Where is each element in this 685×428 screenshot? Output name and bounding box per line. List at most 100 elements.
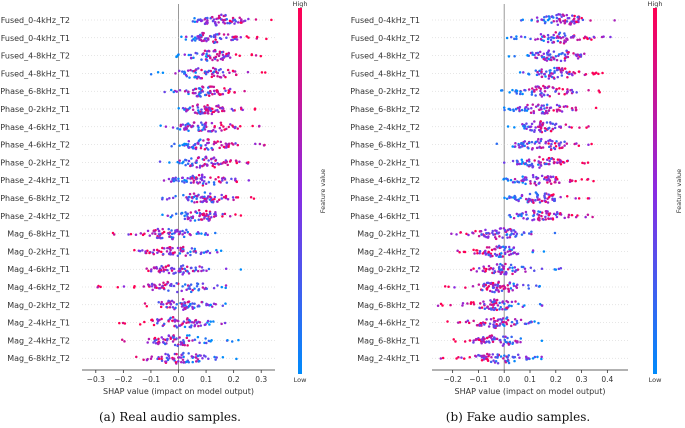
shap-point bbox=[492, 298, 496, 301]
shap-point bbox=[187, 217, 190, 220]
shap-point bbox=[540, 104, 544, 107]
shap-point bbox=[530, 129, 534, 132]
shap-point bbox=[586, 197, 590, 200]
shap-point bbox=[195, 165, 199, 169]
shap-point bbox=[183, 181, 186, 184]
shap-point bbox=[559, 70, 563, 73]
shap-point bbox=[571, 90, 575, 94]
shap-point bbox=[504, 335, 507, 338]
shap-point bbox=[520, 214, 523, 218]
shap-point bbox=[185, 265, 189, 268]
shap-point bbox=[162, 247, 166, 250]
shap-point bbox=[484, 249, 487, 253]
shap-point bbox=[191, 104, 195, 108]
shap-point bbox=[554, 31, 557, 34]
shap-point bbox=[208, 198, 212, 201]
shap-point bbox=[489, 318, 493, 321]
shap-point bbox=[225, 36, 228, 40]
shap-point bbox=[587, 88, 590, 92]
shap-point bbox=[173, 230, 177, 234]
shap-point bbox=[538, 166, 541, 169]
shap-point bbox=[527, 357, 530, 360]
shap-point bbox=[575, 20, 578, 24]
shap-point bbox=[200, 19, 204, 22]
shap-point bbox=[189, 53, 193, 57]
shap-point bbox=[534, 85, 538, 88]
shap-point bbox=[553, 197, 557, 201]
shap-point bbox=[547, 156, 551, 160]
shap-point bbox=[490, 338, 494, 341]
shap-point bbox=[225, 160, 229, 163]
shap-point bbox=[487, 264, 491, 268]
shap-point bbox=[551, 122, 555, 125]
shap-point bbox=[226, 68, 230, 72]
shap-point bbox=[555, 16, 559, 20]
shap-point bbox=[148, 234, 151, 237]
shap-point bbox=[538, 218, 541, 222]
shap-point bbox=[164, 125, 168, 128]
shap-point bbox=[453, 286, 456, 289]
shap-point bbox=[513, 270, 517, 273]
shap-point bbox=[506, 236, 509, 239]
shap-point bbox=[209, 109, 213, 113]
shap-point bbox=[178, 336, 181, 339]
shap-point bbox=[171, 246, 174, 250]
shap-point bbox=[554, 213, 558, 217]
shap-point bbox=[530, 162, 534, 166]
shap-point bbox=[570, 126, 573, 129]
shap-point bbox=[529, 111, 533, 114]
feature-label: Mag_0-2kHz_T1 bbox=[357, 230, 420, 239]
shap-point bbox=[220, 50, 224, 54]
shap-point bbox=[545, 178, 548, 182]
shap-point bbox=[185, 334, 189, 337]
colorbar-low-label: Low bbox=[294, 376, 307, 384]
shap-point bbox=[546, 201, 550, 204]
shap-point bbox=[570, 36, 573, 39]
shap-point bbox=[456, 249, 459, 252]
shap-point bbox=[547, 49, 551, 52]
shap-point bbox=[542, 93, 545, 96]
feature-label: Phase_0-2kHz_T1 bbox=[0, 105, 70, 114]
shap-point bbox=[567, 72, 571, 76]
shap-point bbox=[538, 146, 541, 149]
shap-point bbox=[590, 142, 593, 146]
shap-point bbox=[200, 108, 203, 111]
shap-point bbox=[214, 231, 217, 235]
shap-point bbox=[545, 59, 549, 62]
shap-point bbox=[513, 355, 517, 359]
shap-point bbox=[222, 125, 225, 128]
shap-point bbox=[205, 52, 208, 56]
shap-point bbox=[546, 86, 549, 90]
shap-point bbox=[167, 334, 171, 338]
shap-point bbox=[185, 228, 188, 232]
shap-point bbox=[474, 229, 477, 233]
shap-point bbox=[534, 183, 538, 187]
shap-point bbox=[487, 285, 491, 288]
shap-point bbox=[178, 159, 181, 162]
shap-point bbox=[518, 356, 521, 360]
shap-point bbox=[207, 159, 210, 162]
shap-point bbox=[180, 302, 183, 305]
shap-point bbox=[189, 253, 192, 257]
shap-point bbox=[220, 285, 224, 289]
shap-point bbox=[517, 213, 521, 216]
shap-point bbox=[166, 280, 169, 284]
shap-point bbox=[193, 324, 196, 328]
shap-point bbox=[593, 72, 597, 75]
colorbar bbox=[653, 8, 657, 374]
shap-point bbox=[558, 160, 562, 164]
figure-caption: (b) Fake audio samples. bbox=[446, 410, 590, 424]
shap-point bbox=[157, 337, 160, 341]
shap-point bbox=[170, 144, 173, 148]
shap-point bbox=[204, 72, 208, 76]
shap-point bbox=[545, 15, 548, 18]
shap-point bbox=[560, 110, 564, 113]
shap-point bbox=[580, 178, 583, 181]
shap-point bbox=[540, 304, 544, 307]
shap-point bbox=[443, 285, 447, 288]
shap-point bbox=[265, 37, 268, 41]
shap-point bbox=[550, 58, 553, 62]
shap-point bbox=[494, 360, 498, 363]
shap-point bbox=[224, 284, 228, 287]
shap-point bbox=[201, 286, 205, 289]
